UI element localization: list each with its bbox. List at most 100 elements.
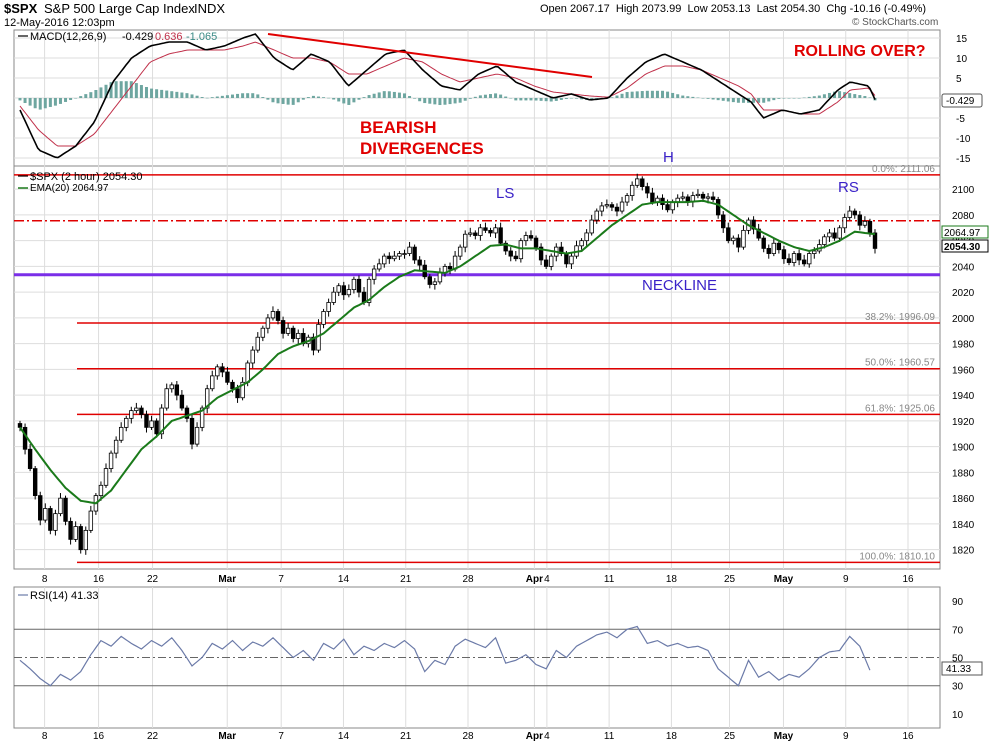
candle-body <box>58 497 63 515</box>
macd-y-tick-label: 5 <box>956 74 962 85</box>
macd-layer <box>18 33 877 159</box>
candle-body <box>220 366 225 373</box>
candle-body <box>786 258 792 263</box>
price-x-tick-label: 28 <box>462 574 474 585</box>
macd-histogram-bar <box>195 95 199 98</box>
macd-histogram-bar <box>494 93 498 98</box>
candle-body <box>204 388 210 409</box>
macd-histogram-bar <box>251 93 255 98</box>
macd-histogram-bar <box>418 98 422 102</box>
candle-body <box>528 235 534 239</box>
macd-histogram-bar <box>428 98 432 104</box>
macd-histogram-bar <box>499 94 503 98</box>
price-layer: 0.0%: 2111.06 38.2%: 1996.09 50.0%: 1960.5… <box>14 164 940 564</box>
svg-text:41.33: 41.33 <box>946 664 971 675</box>
price-x-tick-label: 21 <box>400 574 412 585</box>
macd-legend: MACD(12,26,9) -0.429 0.636 -1.065 <box>18 31 217 43</box>
candle-body <box>108 452 114 469</box>
macd-signal-line <box>19 41 876 147</box>
candle-body <box>437 272 443 283</box>
macd-histogram-bar <box>752 98 756 103</box>
candle-body <box>695 193 701 197</box>
macd-histogram-bar <box>281 98 285 104</box>
macd-histogram-bar <box>463 98 467 101</box>
macd-histogram-bar <box>241 93 245 98</box>
candle-body <box>543 259 549 267</box>
candle-body <box>356 278 362 293</box>
macd-histogram-bar <box>863 96 867 98</box>
candle-body <box>538 246 544 261</box>
macd-histogram-bar <box>716 98 720 101</box>
macd-histogram-bar <box>357 98 361 100</box>
candle-body <box>260 327 266 338</box>
candle-body <box>584 232 589 242</box>
price-x-tick-label: 18 <box>666 574 678 585</box>
chg-label: Chg <box>826 3 847 15</box>
rsi-x-tick-label: 21 <box>400 731 412 742</box>
divergence-trendline <box>267 33 593 78</box>
macd-histogram-bar <box>306 97 310 98</box>
candle-body <box>564 253 569 265</box>
candle-body <box>670 201 675 211</box>
candle-body <box>650 192 655 203</box>
rsi-legend-text: RSI(14) 41.33 <box>30 590 98 602</box>
candle-body <box>549 255 554 267</box>
macd-histogram-bar <box>812 96 816 98</box>
candle-body <box>680 196 685 199</box>
candle-body <box>280 320 286 334</box>
candle-body <box>164 388 169 409</box>
macd-histogram-bar <box>276 98 280 104</box>
price-y-tick-label: 2000 <box>952 314 975 325</box>
candle-body <box>569 255 574 265</box>
candle-body <box>705 196 711 199</box>
candle-body <box>382 255 387 265</box>
rsi-x-tick-label: 9 <box>843 731 849 742</box>
macd-histogram-bar <box>382 91 386 98</box>
macd-histogram-bar <box>286 98 290 105</box>
price-x-tick-label: Apr <box>526 574 543 585</box>
candle-body <box>103 468 109 486</box>
candle-body <box>503 242 508 252</box>
candle-body <box>230 381 235 390</box>
macd-legend-hist: -1.065 <box>186 31 217 43</box>
price-x-tick-label: 9 <box>843 574 849 585</box>
watermark: © StockCharts.com <box>852 17 939 28</box>
candle-body <box>594 210 599 221</box>
price-value-tag: 2054.30 <box>941 239 989 253</box>
candle-body <box>83 529 88 551</box>
rsi-x-tick-label: 7 <box>278 731 284 742</box>
macd-histogram-bar <box>296 98 300 103</box>
candle-body <box>32 468 38 497</box>
high-value: 2073.99 <box>641 3 682 15</box>
macd-y-tick-label: 15 <box>956 34 968 45</box>
candle-body <box>351 278 357 291</box>
macd-histogram-bar <box>448 98 452 105</box>
macd-histogram-bar <box>291 98 295 105</box>
macd-histogram-bar <box>408 96 412 98</box>
candle-body <box>629 184 635 197</box>
high-label: High <box>615 3 639 15</box>
candle-body <box>508 250 513 257</box>
macd-legend-name: MACD(12,26,9) <box>30 31 106 43</box>
annotation-neckline: NECKLINE <box>642 277 717 294</box>
macd-histogram-bar <box>144 86 148 98</box>
macd-histogram-bar <box>792 98 796 99</box>
price-x-tick-label: May <box>774 574 794 585</box>
macd-histogram-bar <box>817 95 821 98</box>
macd-histogram-bar <box>706 98 710 99</box>
candle-body <box>336 285 341 293</box>
candle-body <box>741 229 746 248</box>
candle-body <box>807 253 812 265</box>
macd-histogram-bar <box>397 92 401 98</box>
rsi-x-tick-label: Apr <box>526 731 543 742</box>
annotation-bearish: BEARISH <box>360 118 437 137</box>
macd-histogram-bar <box>797 98 801 99</box>
macd-histogram-bar <box>650 90 654 98</box>
candle-body <box>862 220 868 226</box>
candle-body <box>513 255 518 260</box>
candle-body <box>609 204 615 208</box>
macd-y-tick-label: -5 <box>956 114 965 125</box>
candle-body <box>619 201 625 212</box>
macd-histogram-bar <box>782 98 786 99</box>
price-x-tick-label: 8 <box>42 574 48 585</box>
